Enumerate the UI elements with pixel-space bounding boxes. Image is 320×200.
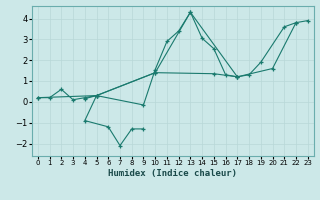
X-axis label: Humidex (Indice chaleur): Humidex (Indice chaleur) bbox=[108, 169, 237, 178]
